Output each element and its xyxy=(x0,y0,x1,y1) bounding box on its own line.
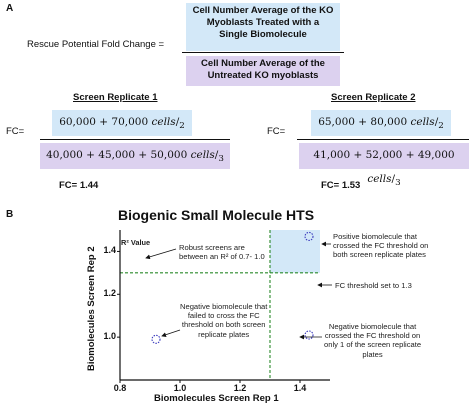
positive-line-3: both screen replicate plates xyxy=(333,250,426,260)
replicate-2-title: Screen Replicate 2 xyxy=(331,92,416,103)
denominator-line-2: Untreated KO myoblasts xyxy=(207,70,319,81)
replicate-2-fraction-line xyxy=(297,139,469,141)
x-tick-label: 1.2 xyxy=(233,383,247,393)
rep1-num-unit: cells xyxy=(151,116,176,128)
rep1-num-sum: 60,000 + 70,000 xyxy=(59,116,152,128)
positive-line-2: crossed the FC threshold on xyxy=(333,241,429,251)
rep2-num-unit: cells xyxy=(410,116,435,128)
replicate-2-result: FC= 1.53 xyxy=(321,180,361,191)
robust-note: Robust screens are between an R² of 0.7-… xyxy=(179,243,265,261)
numerator-line-3: Single Biomolecule xyxy=(219,29,307,40)
neg-both-line-2: failed to cross the FC xyxy=(187,311,260,321)
rep1-den-sum: 40,000 + 45,000 + 50,000 xyxy=(46,149,191,161)
denominator-box: Cell Number Average of the Untreated KO … xyxy=(186,56,340,86)
y-tick-label: 1.2 xyxy=(103,288,116,299)
neg-one-note: Negative biomolecule that crossed the FC… xyxy=(324,322,421,359)
x-tick-label: 1.4 xyxy=(293,383,307,393)
rep2-den-sum: 41,000 + 52,000 + 49,000 xyxy=(313,149,455,161)
r2-title: R² Value xyxy=(121,238,151,247)
replicate-2-denominator: 41,000 + 52,000 + 49,000 cells/3 xyxy=(299,143,469,188)
replicate-2-fc-label: FC= xyxy=(267,126,286,137)
rep2-num-sum: 65,000 + 80,000 xyxy=(318,116,411,128)
replicate-1-title: Screen Replicate 1 xyxy=(73,92,158,103)
rep1-den-unit: cells xyxy=(190,149,215,161)
panel-a-label: A xyxy=(6,3,14,14)
neg-both-arrow xyxy=(161,329,181,338)
data-points xyxy=(151,231,314,344)
chart-title: Biogenic Small Molecule HTS xyxy=(118,207,315,223)
y-tick-label: 1.4 xyxy=(103,245,116,256)
replicate-1-fraction-line xyxy=(40,139,230,141)
replicate-1-result: FC= 1.44 xyxy=(59,180,99,191)
replicate-1-numerator: 60,000 + 70,000 cells/2 xyxy=(52,110,192,136)
x-tick-label: 1.0 xyxy=(173,383,187,393)
y-axis-label: Biomolecules Screen Rep 2 xyxy=(86,246,97,371)
data-point xyxy=(304,231,314,241)
x-axis-label: Biomolecules Screen Rep 1 xyxy=(154,393,279,404)
data-point xyxy=(151,334,161,344)
rescue-formula-label: Rescue Potential Fold Change = xyxy=(27,39,165,50)
positive-line-1: Positive biomolecule that xyxy=(333,232,417,241)
neg-both-line-4: replicate plates xyxy=(198,329,250,339)
denominator-line-1: Cell Number Average of the xyxy=(201,58,325,69)
neg-both-line-1: Negative biomolecule that xyxy=(180,302,268,311)
neg-both-note: Negative biomolecule that failed to cros… xyxy=(180,302,267,339)
replicate-1-denominator: 40,000 + 45,000 + 50,000 cells/3 xyxy=(40,143,230,169)
numerator-box: Cell Number Average of the KO Myoblasts … xyxy=(186,3,340,51)
neg-one-line-2: crossed the FC threshold on xyxy=(324,331,421,341)
positive-note: Positive biomolecule that crossed the FC… xyxy=(333,232,428,260)
rep1-num-div: 2 xyxy=(179,121,185,132)
rep2-den-unit: cells xyxy=(367,173,392,185)
rep2-den-div: 3 xyxy=(395,178,401,189)
robust-line-2: between an R² of 0.7- 1.0 xyxy=(179,252,265,262)
rescue-fraction-line xyxy=(182,52,344,54)
x-tick-label: 0.8 xyxy=(113,383,127,393)
data-point xyxy=(304,330,314,340)
positive-quadrant-highlight xyxy=(270,230,320,273)
robust-line-1: Robust screens are xyxy=(179,243,245,252)
neg-one-line-1: Negative biomolecule that xyxy=(328,322,417,331)
y-tick-label: 1.0 xyxy=(103,331,116,342)
rep1-den-div: 3 xyxy=(218,154,224,165)
replicate-1-fc-label: FC= xyxy=(6,126,25,137)
robust-arrow xyxy=(145,248,177,260)
numerator-line-1: Cell Number Average of the KO xyxy=(192,5,334,16)
numerator-line-2: Myoblasts Treated with a xyxy=(206,17,320,28)
neg-one-line-3: only 1 of the screen replicate xyxy=(324,340,422,350)
panel-b-label: B xyxy=(6,209,14,220)
neg-one-line-4: plates xyxy=(362,349,383,359)
threshold-note: FC threshold set to 1.3 xyxy=(335,281,412,290)
neg-both-line-3: threshold on both screen xyxy=(181,320,266,330)
rep2-num-div: 2 xyxy=(438,121,444,132)
replicate-2-numerator: 65,000 + 80,000 cells/2 xyxy=(311,110,451,136)
